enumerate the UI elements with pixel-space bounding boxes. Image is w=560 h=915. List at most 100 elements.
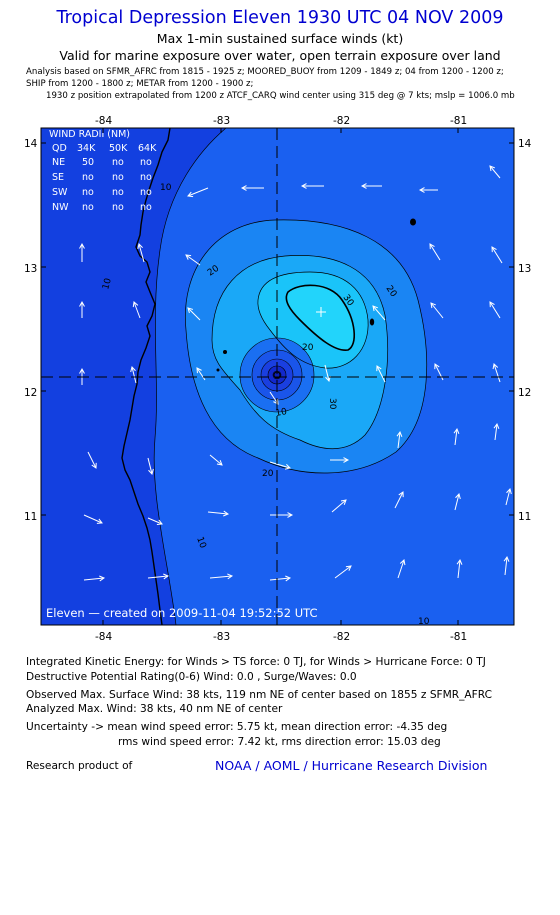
analyzed-max-wind: Analyzed Max. Wind: 38 kts, 40 nm NE of … (26, 703, 283, 715)
wind-vector-head (156, 519, 163, 525)
map-frame (40, 127, 515, 626)
wind-vector (376, 365, 386, 383)
wind-vector (269, 577, 291, 581)
wind-vector-head (456, 558, 463, 565)
wind-vector (397, 431, 401, 449)
wind-vector-head (429, 243, 435, 250)
wind-radii-title: WIND RADII (NM) (49, 129, 130, 140)
wind-vector-head (340, 499, 347, 505)
wind-vector-head (287, 512, 294, 518)
wind-vector (209, 454, 223, 466)
wind-vector (493, 363, 501, 383)
wind-vector (147, 457, 153, 475)
wind-radii-header-64k: 64K (138, 143, 157, 154)
wind-radii-quadrant: SW (52, 187, 68, 198)
wind-vector (334, 565, 352, 579)
wind-vector-head (273, 398, 279, 405)
ike-line: Integrated Kinetic Energy: for Winds > T… (26, 656, 486, 668)
wind-vector-head (372, 305, 378, 312)
wind-vector-head (240, 185, 247, 191)
wind-vector-head (430, 302, 436, 309)
lon-tick-label: -83 (213, 631, 230, 643)
axis-ticks (41, 128, 514, 625)
wind-vector-head (396, 430, 403, 437)
wind-radii-header-qd: QD (52, 143, 67, 154)
wind-vector (131, 366, 137, 384)
wind-vector-head (489, 301, 495, 308)
wind-vector-head (227, 573, 234, 580)
wind-radii-quadrant: NE (52, 157, 65, 168)
wind-vector-head (132, 301, 139, 308)
wind-vector-head (163, 573, 170, 580)
wind-vector (185, 254, 201, 266)
wind-radii-34k-value: no (82, 187, 94, 198)
lat-tick-label: 11 (24, 511, 37, 523)
wind-vector-head (453, 427, 460, 434)
lon-tick-label: -81 (450, 631, 467, 643)
wind-vector-head (130, 365, 136, 373)
lat-tick-label: 13 (24, 263, 37, 275)
wind-vector (505, 488, 511, 506)
wind-vector-head (491, 246, 497, 253)
lon-tick-label: -82 (333, 115, 350, 127)
islands (216, 218, 416, 372)
wind-radii-table: WIND RADII (NM) QD 34K 50K 64K NE 50 no … (49, 129, 157, 213)
wind-vector-head (148, 468, 154, 476)
contour-label: 10 (275, 407, 288, 419)
wind-vector-head (434, 363, 440, 370)
wind-radii-64k-value: no (140, 172, 152, 183)
wind-vector (133, 301, 141, 319)
wind-vector-head (492, 363, 499, 370)
wind-vector-head (196, 367, 202, 374)
wind-vector (494, 423, 498, 441)
lat-tick-label: 13 (518, 263, 531, 275)
wind-vector-head (91, 462, 97, 469)
subtitle-exposure: Valid for marine exposure over water, op… (59, 48, 501, 63)
contour-label: 30 (327, 398, 337, 410)
latitude-axis-right: 14 13 12 11 (518, 138, 532, 523)
research-product-label: Research product of (26, 760, 133, 772)
map-plot-area: 10 20 30 10 20 30 20 20 10 10 10 (41, 128, 514, 625)
wind-vector (87, 451, 97, 469)
lat-tick-label: 11 (518, 511, 531, 523)
wind-vector-head (376, 365, 382, 372)
wind-vector-head (187, 191, 194, 198)
wind-vector (429, 243, 441, 261)
wind-vector (187, 307, 201, 321)
wind-vector (331, 499, 347, 513)
analysis-sources-line1: Analysis based on SFMR_AFRC from 1815 - … (26, 67, 504, 77)
wind-radii-50k-value: no (112, 187, 124, 198)
wind-vector-head (325, 375, 331, 383)
lat-tick-label: 14 (518, 138, 532, 150)
lon-tick-label: -83 (213, 115, 230, 127)
contour-lines (153, 128, 427, 625)
dpr-line: Destructive Potential Rating(0-6) Wind: … (26, 671, 357, 683)
wind-vector-head (96, 518, 103, 524)
wind-vector (454, 493, 460, 511)
contour-label: 10 (160, 183, 172, 193)
wind-vector-head (398, 491, 404, 498)
hrd-link[interactable]: NOAA / AOML / Hurricane Research Divisio… (215, 758, 488, 773)
wind-vector-head (503, 555, 510, 562)
wind-radii-64k-value: no (140, 202, 152, 213)
wind-vector-head (345, 565, 352, 571)
wind-radii-34k-value: no (82, 202, 94, 213)
wind-vector-head (216, 460, 223, 466)
wind-radii-64k-value: no (140, 157, 152, 168)
wind-vector (187, 187, 209, 197)
page-title: Tropical Depression Eleven 1930 UTC 04 N… (56, 8, 504, 28)
lat-tick-label: 12 (24, 387, 37, 399)
contour-labels: 10 20 30 10 20 30 20 20 10 10 10 (101, 183, 429, 625)
wind-vector-head (187, 307, 194, 314)
wind-vector (397, 559, 405, 579)
wind-vector-head (343, 457, 350, 463)
wind-radii-34k-value: no (82, 172, 94, 183)
longitude-axis-top: -84 -83 -82 -81 (95, 115, 467, 127)
wind-radii-64k-value: no (140, 187, 152, 198)
wind-vector (138, 243, 145, 263)
wind-vector (324, 364, 330, 382)
wind-vector-head (399, 559, 406, 566)
wind-vector-head (284, 463, 291, 470)
position-note: 1930 z position extrapolated from 1200 z… (46, 91, 515, 101)
longitude-axis-bottom: -84 -83 -82 -81 (95, 631, 467, 643)
